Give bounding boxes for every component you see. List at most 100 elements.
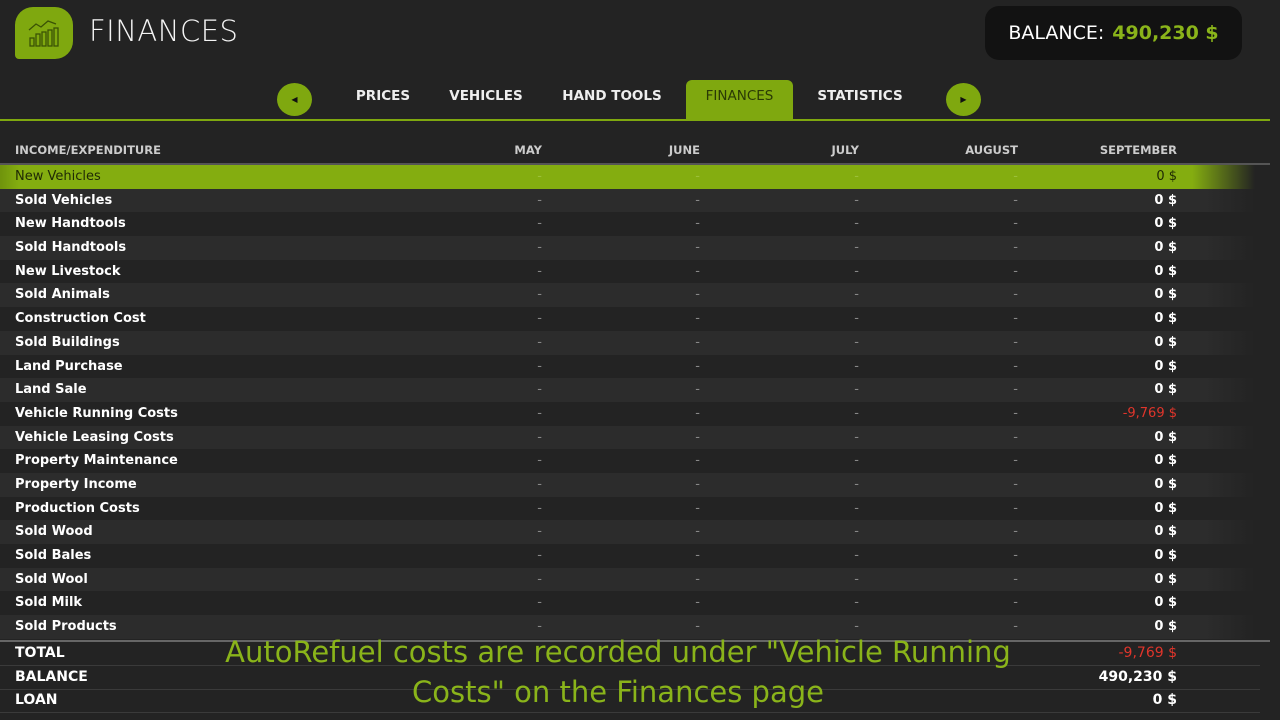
row-value: 0 $ [1154, 619, 1177, 635]
table-row[interactable]: Sold Wood - - - - 0 $ [0, 520, 1255, 544]
row-label: Vehicle Running Costs [15, 405, 178, 421]
row-value: - [537, 429, 542, 445]
row-value: - [854, 311, 859, 327]
row-value: - [1013, 571, 1018, 587]
row-value: - [537, 358, 542, 374]
row-value: - [1013, 500, 1018, 516]
row-value: - [854, 216, 859, 232]
row-label: Sold Animals [15, 287, 110, 303]
table-row[interactable]: Property Maintenance - - - - 0 $ [0, 449, 1255, 473]
row-value: - [1013, 619, 1018, 635]
row-value: - [537, 216, 542, 232]
summary-row-loan: LOAN 0 $ [0, 689, 1260, 713]
row-value: - [854, 595, 859, 611]
tab-bar: ◀ PRICES VEHICLES HAND TOOLS FINANCES ST… [0, 80, 1270, 121]
row-value: - [854, 429, 859, 445]
row-value: - [1013, 524, 1018, 540]
row-value: - [537, 453, 542, 469]
summary-value: 0 $ [1152, 692, 1177, 708]
row-value: - [854, 619, 859, 635]
table-row[interactable]: New Handtools - - - - 0 $ [0, 212, 1255, 237]
table-row[interactable]: Land Purchase - - - - 0 $ [0, 354, 1255, 379]
tab-finances[interactable]: FINANCES [686, 80, 793, 119]
row-value: 0 $ [1154, 334, 1177, 350]
chart-icon [28, 20, 59, 47]
row-value: - [1013, 453, 1018, 469]
row-value: - [537, 311, 542, 327]
summary-label: BALANCE [15, 669, 88, 685]
table-row[interactable]: Sold Milk - - - - 0 $ [0, 591, 1255, 616]
row-value: 0 $ [1154, 287, 1177, 303]
row-label: Land Purchase [15, 358, 123, 374]
row-value: - [537, 240, 542, 256]
table-row[interactable]: New Vehicles - - - - 0 $ [0, 165, 1255, 189]
table-row[interactable]: Vehicle Running Costs - - - - -9,769 $ [0, 401, 1255, 426]
row-value: 0 $ [1154, 216, 1177, 232]
table-row[interactable]: Sold Wool - - - - 0 $ [0, 567, 1255, 592]
row-value: - [854, 382, 859, 398]
row-value: - [1013, 311, 1018, 327]
table-row[interactable]: New Livestock - - - - 0 $ [0, 259, 1255, 284]
table-row[interactable]: Construction Cost - - - - 0 $ [0, 307, 1255, 331]
row-value: - [695, 476, 700, 492]
row-value: - [1013, 429, 1018, 445]
table-row[interactable]: Sold Products - - - - 0 $ [0, 615, 1255, 639]
row-value: - [1013, 358, 1018, 374]
arrow-right-icon: ▶ [960, 95, 967, 104]
row-value: - [1013, 382, 1018, 398]
table-row[interactable]: Sold Handtools - - - - 0 $ [0, 236, 1255, 260]
row-label: New Livestock [15, 263, 121, 279]
row-value: - [854, 334, 859, 350]
row-value: - [695, 571, 700, 587]
row-value: - [854, 169, 859, 184]
row-value: - [1013, 476, 1018, 492]
column-header: AUGUST [965, 143, 1018, 157]
row-value: - [854, 263, 859, 279]
row-value: 0 $ [1154, 429, 1177, 445]
tab-hand-tools[interactable]: HAND TOOLS [562, 88, 662, 104]
tab-vehicles[interactable]: VEHICLES [449, 88, 523, 104]
table-row[interactable]: Sold Buildings - - - - 0 $ [0, 330, 1255, 355]
row-value: - [695, 287, 700, 303]
row-value: - [537, 169, 542, 184]
row-value: - [1013, 334, 1018, 350]
row-value: - [854, 287, 859, 303]
table-row[interactable]: Land Sale - - - - 0 $ [0, 378, 1255, 402]
row-label: Sold Products [15, 619, 117, 635]
table-row[interactable]: Vehicle Leasing Costs - - - - 0 $ [0, 425, 1255, 450]
row-value: - [695, 192, 700, 208]
row-value: - [537, 571, 542, 587]
tab-statistics[interactable]: STATISTICS [817, 88, 903, 104]
row-value: - [1013, 287, 1018, 303]
page-title: FINANCES [89, 14, 239, 48]
row-label: Sold Bales [15, 548, 92, 563]
prev-tab-button[interactable]: ◀ [277, 83, 312, 116]
summary-row-balance: BALANCE 490,230 $ [0, 666, 1260, 690]
row-value: - [537, 192, 542, 208]
row-value: - [537, 334, 542, 350]
column-header: INCOME/EXPENDITURE [15, 143, 161, 157]
row-value: - [695, 382, 700, 398]
row-value: 0 $ [1154, 358, 1177, 374]
balance-value: 490,230 $ [1112, 22, 1219, 44]
table-row[interactable]: Sold Vehicles - - - - 0 $ [0, 188, 1255, 213]
row-value: - [1013, 595, 1018, 611]
row-value: - [695, 595, 700, 611]
table-row[interactable]: Sold Bales - - - - 0 $ [0, 544, 1255, 568]
balance-label: BALANCE: [1008, 22, 1105, 44]
row-value: - [1013, 216, 1018, 232]
next-tab-button[interactable]: ▶ [946, 83, 981, 116]
row-value: - [537, 382, 542, 398]
column-header: JUNE [668, 143, 700, 157]
row-value: - [854, 192, 859, 208]
row-value: - [695, 311, 700, 327]
tab-prices[interactable]: PRICES [355, 88, 411, 104]
row-label: Property Maintenance [15, 453, 178, 469]
row-value: 0 $ [1154, 548, 1177, 563]
balance-display: BALANCE: 490,230 $ [985, 6, 1242, 60]
row-value: - [537, 548, 542, 563]
row-value: - [854, 548, 859, 563]
table-row[interactable]: Sold Animals - - - - 0 $ [0, 283, 1255, 308]
table-row[interactable]: Property Income - - - - 0 $ [0, 472, 1255, 497]
table-row[interactable]: Production Costs - - - - 0 $ [0, 496, 1255, 521]
